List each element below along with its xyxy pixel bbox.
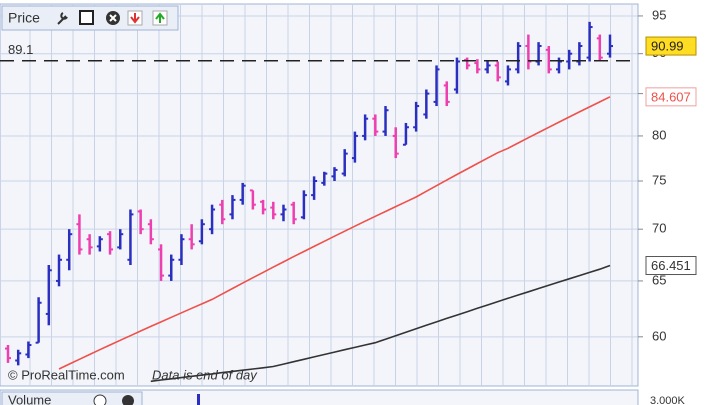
up-arrow [155,12,165,23]
volume-tick-label: 3.000K [650,395,686,405]
y-tick-label: 80 [652,127,666,142]
watermark: © ProRealTime.com [8,367,125,382]
value-box [645,87,697,107]
volume-bar [197,394,200,405]
panel-icons [57,10,168,26]
close-cross [109,14,117,22]
marks [5,21,613,383]
data-note: Data is end of day [152,367,258,382]
y-tick-label: 95 [652,7,666,22]
wrench-icon[interactable] [57,12,68,25]
value-box-label: 84.607 [651,89,691,104]
panel-title: Price [8,10,40,26]
volume-header [1,391,143,405]
moving-average-line [150,264,611,383]
reference-label: 89.1 [8,42,33,57]
value-box-label: 66.451 [651,258,691,273]
window-icon[interactable] [79,10,94,25]
window-icon[interactable] [93,394,107,405]
down-arrow [130,13,140,24]
y-tick-label: 75 [652,172,666,187]
value-box [645,256,697,276]
close-icon[interactable] [122,395,134,405]
y-tick-label: 65 [652,272,666,287]
y-tick-label: 70 [652,221,666,236]
volume-panel [0,389,639,405]
value-box-label: 90.99 [651,38,684,53]
volume-title: Volume [8,392,51,405]
value-box [645,36,697,56]
plot-area [0,3,639,387]
y-tick-label: 60 [652,328,666,343]
moving-average-line [58,96,611,370]
